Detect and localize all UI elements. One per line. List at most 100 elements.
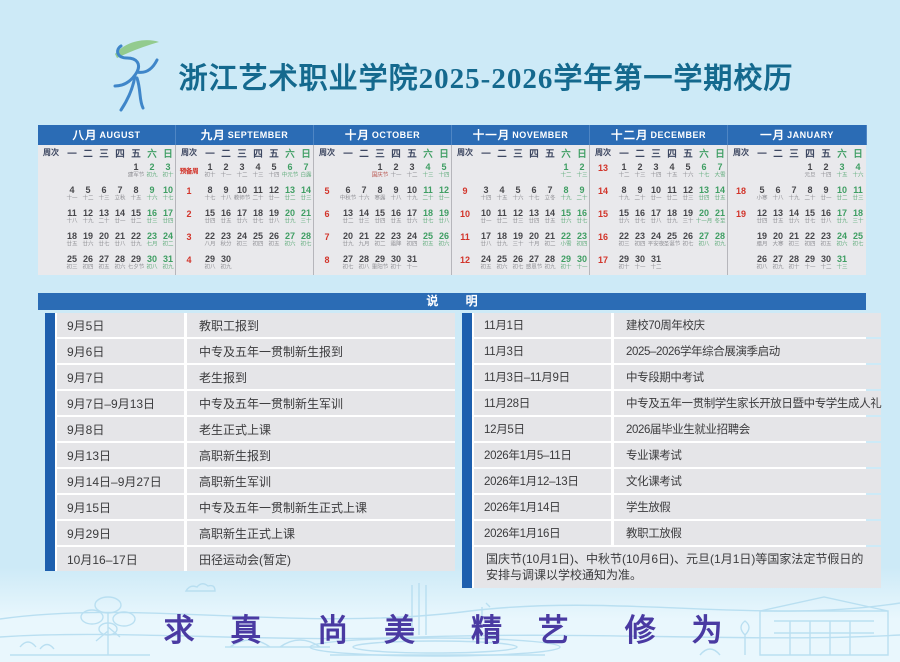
- note-event: 老生正式上课: [199, 422, 272, 437]
- day-cell: 4 十五: [664, 160, 680, 183]
- week-row: 4 29 初八 30 初九: [176, 252, 313, 275]
- month-name-cn: 十月: [344, 130, 370, 142]
- day-cell: 24 平安夜: [648, 229, 665, 252]
- day-number: 15: [560, 208, 571, 218]
- lunar-label: 廿五: [220, 219, 232, 225]
- day-number: 5: [271, 162, 277, 172]
- note-date: 11月3日: [474, 339, 614, 363]
- weekday-header: 三: [237, 148, 247, 160]
- day-cell: 2 十四: [818, 160, 834, 183]
- day-number: 8: [807, 185, 813, 195]
- day-number: 27: [98, 254, 109, 264]
- lunar-label: 十三: [576, 173, 588, 179]
- month-october: 十月 OCTOBER 周次一二三四五六日 1 国庆节 2 十一 3 十二 4 十三 5 十四 5 6 中秋节 7…: [314, 125, 452, 275]
- day-cell: 4 十一: [64, 183, 80, 206]
- week-number: 16: [597, 232, 608, 242]
- week-row: 预备周 1 初十 2 十一 3 十二 4 十三 5 十四 6 中元节 7 白露: [176, 160, 313, 183]
- day-number: 24: [480, 254, 491, 264]
- lunar-label: 寒露: [374, 196, 386, 202]
- day-cell: 20 大寒: [770, 229, 786, 252]
- note-date: 9月5日: [57, 313, 187, 337]
- day-number: 6: [701, 162, 707, 172]
- lunar-label: 廿六: [406, 219, 418, 225]
- lunar-label: 初三: [618, 242, 630, 248]
- lunar-label: 初七: [682, 242, 694, 248]
- weekday-header: 三: [375, 148, 385, 160]
- week-row: 5 6 中秋节 7 十六 8 寒露 9 十八 10 十九 11 二十 12 廿一: [314, 183, 451, 206]
- lunar-label: 十六: [358, 196, 370, 202]
- lunar-label: 初五: [820, 242, 832, 248]
- day-cell: 28 初九: [542, 252, 558, 275]
- day-number: 11: [667, 185, 677, 195]
- day-cell: 2 十三: [632, 160, 648, 183]
- lunar-label: 廿九: [836, 219, 848, 225]
- lunar-label: 初十: [560, 265, 572, 271]
- day-number: 13: [698, 185, 709, 195]
- lunar-label: 初八: [204, 265, 216, 271]
- note-row: 9月15日 中专及五年一贯制新生正式上课: [57, 495, 455, 519]
- week-number: 6: [324, 209, 330, 219]
- day-number: 14: [788, 208, 799, 218]
- lunar-label: 初二: [544, 242, 556, 248]
- lunar-label: 廿九: [130, 242, 142, 248]
- month-header: 一月 JANUARY: [728, 125, 867, 145]
- lunar-label: 元旦: [804, 173, 816, 179]
- day-cell: 21 九月: [356, 229, 372, 252]
- lunar-label: 十九: [788, 196, 800, 202]
- lunar-label: 十二: [618, 173, 630, 179]
- lunar-label: 重阳节: [371, 265, 389, 271]
- lunar-label: 初十: [618, 265, 630, 271]
- weeknum-column-header: 周次: [595, 148, 611, 157]
- day-cell: 22 小雪: [558, 229, 574, 252]
- lunar-label: 廿六: [618, 219, 630, 225]
- note-date: 2026年1月14日: [474, 495, 614, 519]
- day-cell: 7 十九: [786, 183, 802, 206]
- lunar-label: 廿五: [390, 219, 402, 225]
- school-motto: 求 真尚 美精 艺修 为: [0, 605, 900, 650]
- weekday-header: 日: [163, 148, 173, 160]
- day-cell: 2 十一: [218, 160, 234, 183]
- day-number: 30: [390, 254, 401, 264]
- day-cell: 11 廿三: [850, 183, 866, 206]
- day-number: 4: [855, 162, 861, 172]
- day-number: 10: [650, 185, 661, 195]
- day-number: 10: [836, 185, 847, 195]
- day-cell: 7 十六: [356, 183, 372, 206]
- day-cell: 12 廿四: [754, 206, 770, 229]
- day-cell: 5 十四: [436, 160, 452, 183]
- week-row: 13 1 十二 2 十三 3 十四 4 十五 5 十六 6 十七 7 大雪: [590, 160, 727, 183]
- day-cell: 13 廿四: [696, 183, 712, 206]
- day-number: 17: [836, 208, 847, 218]
- day-cell: 20 廿九: [282, 206, 298, 229]
- lunar-label: 大寒: [772, 242, 784, 248]
- day-cell: 7 白露: [298, 160, 314, 183]
- weekday-header: 五: [131, 148, 141, 160]
- lunar-label: 大雪: [714, 173, 726, 179]
- day-cell: 17 廿八: [478, 229, 494, 252]
- note-event: 高职新生军训: [199, 474, 272, 489]
- day-cell: 23 初四: [574, 229, 590, 252]
- note-date: 2026年1月5–11日: [474, 443, 614, 467]
- day-cell: [680, 252, 696, 275]
- day-cell: 9 二十: [574, 183, 590, 206]
- day-number: 14: [544, 208, 555, 218]
- week-row: 18 廿五 19 廿六 20 廿七 21 廿八 22 廿九 23 七月 24 初二: [38, 229, 175, 252]
- weekday-header: 三: [789, 148, 799, 160]
- day-cell: 17 廿四: [160, 206, 176, 229]
- day-number: 30: [146, 254, 157, 264]
- notes-table-left: 9月5日 教职工报到 9月6日 中专及五年一贯制新生报到 9月7日 老生报到 9月7日–9月…: [45, 313, 455, 571]
- day-cell: 3 十二: [404, 160, 420, 183]
- day-number: 1: [207, 162, 213, 172]
- day-cell: 20 十月: [526, 229, 542, 252]
- day-number: 19: [82, 231, 93, 241]
- note-row: 9月7日 老生报到: [57, 365, 455, 389]
- note-event: 2026届毕业生就业招聘会: [626, 424, 750, 436]
- lunar-label: 廿二: [666, 196, 678, 202]
- weekday-header: 一: [757, 148, 767, 160]
- day-cell: 7 立冬: [542, 183, 558, 206]
- day-number: 16: [820, 208, 831, 218]
- week-number: [314, 160, 340, 183]
- day-cell: 9 廿一: [818, 183, 834, 206]
- lunar-label: 三十: [852, 219, 864, 225]
- month-header: 九月 SEPTEMBER: [176, 125, 314, 145]
